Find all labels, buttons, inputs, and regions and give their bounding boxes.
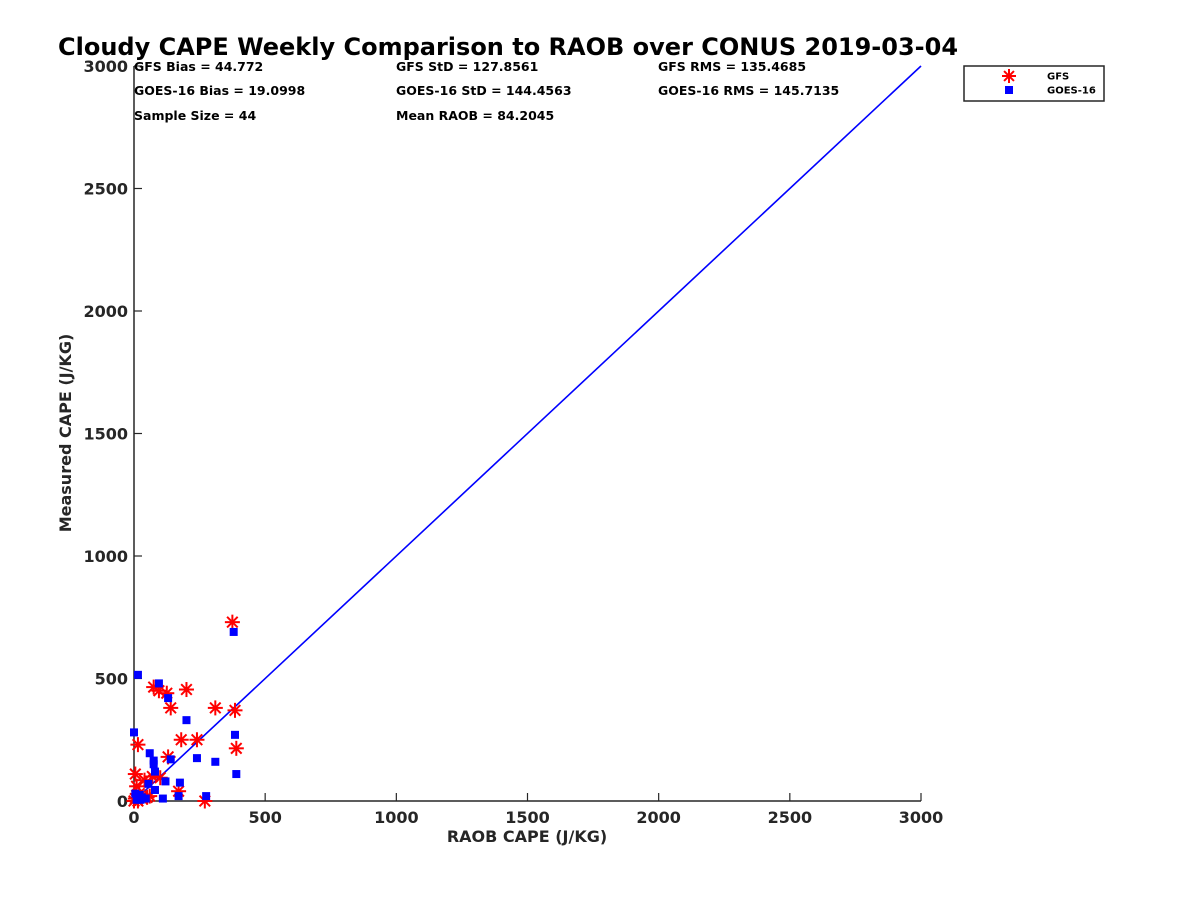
y-tick-label: 3000 (83, 57, 128, 76)
goes16-point (161, 777, 170, 786)
x-tick-label: 2500 (768, 808, 813, 827)
y-axis-label: Measured CAPE (J/KG) (56, 334, 75, 533)
asterisk-stroke (209, 701, 222, 714)
gfs-point (130, 737, 146, 753)
goes16-point (174, 792, 183, 801)
y-tick-label: 1000 (83, 547, 128, 566)
goes16-point (130, 728, 138, 737)
stat-annotation: GOES-16 Bias = 19.0998 (134, 83, 305, 98)
gfs-point (227, 702, 243, 718)
gfs-point (228, 740, 244, 756)
goes16-point (192, 754, 201, 763)
legend-goes16-marker (1005, 86, 1013, 94)
legend-box (963, 65, 1105, 102)
stat-annotation: Mean RAOB = 84.2045 (396, 108, 554, 123)
y-tick-label: 2000 (83, 302, 128, 321)
asterisk-stroke (228, 704, 242, 717)
goes16-point (144, 779, 153, 788)
legend-label: GOES-16 (1047, 86, 1096, 97)
asterisk-stroke (129, 768, 142, 781)
goes16-point (141, 794, 150, 803)
x-tick-label: 500 (248, 808, 281, 827)
goes16-point (149, 760, 158, 769)
asterisk-stroke (190, 733, 203, 746)
stat-annotation: GFS Bias = 44.772 (134, 59, 263, 74)
data-points (126, 614, 244, 809)
chart-title: Cloudy CAPE Weekly Comparison to RAOB ov… (58, 33, 958, 61)
gfs-point (178, 682, 194, 698)
goes16-point (211, 757, 220, 766)
legend-gfs-marker (1002, 69, 1016, 83)
gfs-point (173, 732, 189, 748)
series-goes-16 (130, 627, 241, 804)
stat-annotation: GOES-16 StD = 144.4563 (396, 83, 572, 98)
goes16-point (158, 794, 167, 803)
goes16-point (154, 679, 163, 688)
y-tick-label: 500 (95, 670, 128, 689)
x-tick-label: 1500 (505, 808, 550, 827)
goes16-point (230, 730, 239, 739)
asterisk-stroke (154, 771, 167, 784)
goes16-point (232, 770, 241, 779)
asterisk-stroke (131, 738, 144, 751)
asterisk-stroke (164, 701, 177, 714)
gfs-point (127, 766, 143, 782)
goes16-point (182, 716, 191, 725)
x-tick-label: 2000 (636, 808, 681, 827)
legend-label: GFS (1047, 72, 1069, 83)
series-gfs (126, 614, 244, 809)
stat-annotation: GFS RMS = 135.4685 (658, 59, 806, 74)
asterisk-stroke (180, 683, 193, 696)
reference-line-group (133, 65, 922, 802)
goes16-point (145, 749, 154, 758)
goes16-point (166, 755, 175, 764)
x-tick-label: 3000 (899, 808, 944, 827)
x-axis-label: RAOB CAPE (J/KG) (447, 827, 607, 846)
gfs-point (189, 732, 205, 748)
goes16-point (164, 694, 173, 703)
y-tick-label: 2500 (83, 180, 128, 199)
asterisk-stroke (175, 733, 188, 746)
gfs-point (163, 700, 179, 716)
asterisk-stroke (160, 687, 173, 700)
gfs-point (224, 614, 240, 630)
stat-annotation: GOES-16 RMS = 145.7135 (658, 83, 839, 98)
one-to-one-line (133, 65, 922, 802)
x-tick-label: 1000 (374, 808, 419, 827)
asterisk-stroke (1003, 70, 1015, 82)
goes16-point (150, 767, 159, 776)
y-tick-label: 1500 (83, 425, 128, 444)
goes16-point (133, 670, 142, 679)
asterisk-stroke (230, 742, 243, 755)
y-tick-label: 0 (117, 792, 128, 811)
legend: GFS GOES-16 (963, 65, 1105, 102)
stat-annotation: Sample Size = 44 (134, 108, 256, 123)
x-tick-label: 0 (128, 808, 139, 827)
goes16-point (150, 785, 159, 794)
stats-panel: GFS Bias = 44.772 GFS StD = 127.8561 GFS R… (134, 59, 839, 123)
stat-annotation: GFS StD = 127.8561 (396, 59, 538, 74)
goes16-point (136, 795, 145, 804)
goes16-point (229, 627, 238, 636)
goes16-point (175, 778, 184, 787)
goes16-point (202, 792, 211, 801)
gfs-point (207, 700, 223, 716)
asterisk-stroke (226, 616, 239, 629)
axis-ticks: 0 500 1000 1500 2000 2500 3000 0 500 1000 1500 2000… (83, 57, 943, 827)
